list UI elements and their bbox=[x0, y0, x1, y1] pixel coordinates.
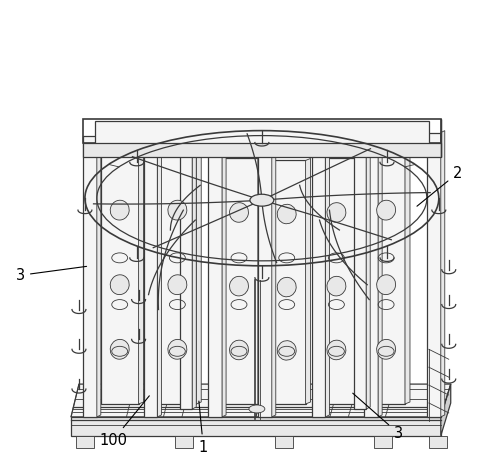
Polygon shape bbox=[175, 436, 193, 448]
Polygon shape bbox=[441, 384, 451, 436]
Ellipse shape bbox=[277, 204, 296, 224]
Polygon shape bbox=[196, 154, 201, 404]
Polygon shape bbox=[441, 131, 445, 417]
Polygon shape bbox=[427, 133, 441, 417]
Ellipse shape bbox=[327, 340, 346, 360]
Polygon shape bbox=[180, 136, 192, 409]
Polygon shape bbox=[97, 134, 101, 417]
Text: 3: 3 bbox=[16, 266, 87, 283]
Polygon shape bbox=[220, 158, 258, 404]
Text: 1: 1 bbox=[199, 401, 208, 454]
Polygon shape bbox=[222, 139, 226, 417]
Polygon shape bbox=[258, 156, 263, 404]
Ellipse shape bbox=[327, 203, 346, 222]
Text: 100: 100 bbox=[99, 396, 149, 447]
Polygon shape bbox=[143, 139, 157, 417]
Ellipse shape bbox=[250, 194, 274, 206]
Polygon shape bbox=[139, 154, 143, 404]
Polygon shape bbox=[275, 436, 293, 448]
Polygon shape bbox=[378, 136, 382, 417]
Ellipse shape bbox=[327, 276, 346, 296]
Ellipse shape bbox=[249, 405, 265, 413]
Polygon shape bbox=[208, 141, 222, 417]
Polygon shape bbox=[157, 136, 162, 417]
Polygon shape bbox=[364, 139, 378, 417]
Ellipse shape bbox=[168, 275, 187, 295]
Polygon shape bbox=[354, 133, 366, 409]
Ellipse shape bbox=[229, 203, 249, 222]
Polygon shape bbox=[258, 142, 272, 417]
Polygon shape bbox=[71, 417, 441, 436]
Ellipse shape bbox=[377, 340, 396, 359]
Text: 2: 2 bbox=[417, 166, 462, 206]
Polygon shape bbox=[405, 154, 410, 404]
Polygon shape bbox=[355, 156, 360, 404]
Polygon shape bbox=[192, 134, 196, 409]
Text: 3: 3 bbox=[353, 393, 403, 441]
Polygon shape bbox=[305, 158, 311, 404]
Ellipse shape bbox=[229, 276, 249, 296]
Ellipse shape bbox=[168, 200, 187, 220]
Polygon shape bbox=[272, 141, 276, 417]
Polygon shape bbox=[367, 156, 405, 404]
Polygon shape bbox=[71, 384, 451, 417]
Ellipse shape bbox=[110, 340, 129, 359]
Ellipse shape bbox=[377, 200, 396, 220]
Polygon shape bbox=[312, 141, 326, 417]
Polygon shape bbox=[374, 436, 392, 448]
Ellipse shape bbox=[229, 340, 249, 360]
Polygon shape bbox=[429, 436, 447, 448]
Ellipse shape bbox=[110, 200, 129, 220]
Polygon shape bbox=[83, 142, 441, 157]
Polygon shape bbox=[76, 436, 94, 448]
Polygon shape bbox=[366, 131, 370, 409]
Polygon shape bbox=[268, 161, 305, 404]
Polygon shape bbox=[101, 156, 139, 404]
Ellipse shape bbox=[277, 277, 296, 297]
Polygon shape bbox=[317, 158, 355, 404]
Ellipse shape bbox=[277, 341, 296, 360]
Ellipse shape bbox=[110, 275, 129, 295]
Polygon shape bbox=[159, 156, 196, 404]
Ellipse shape bbox=[168, 340, 187, 359]
Polygon shape bbox=[326, 139, 329, 417]
Ellipse shape bbox=[377, 275, 396, 295]
Polygon shape bbox=[83, 135, 97, 417]
Polygon shape bbox=[95, 120, 429, 144]
